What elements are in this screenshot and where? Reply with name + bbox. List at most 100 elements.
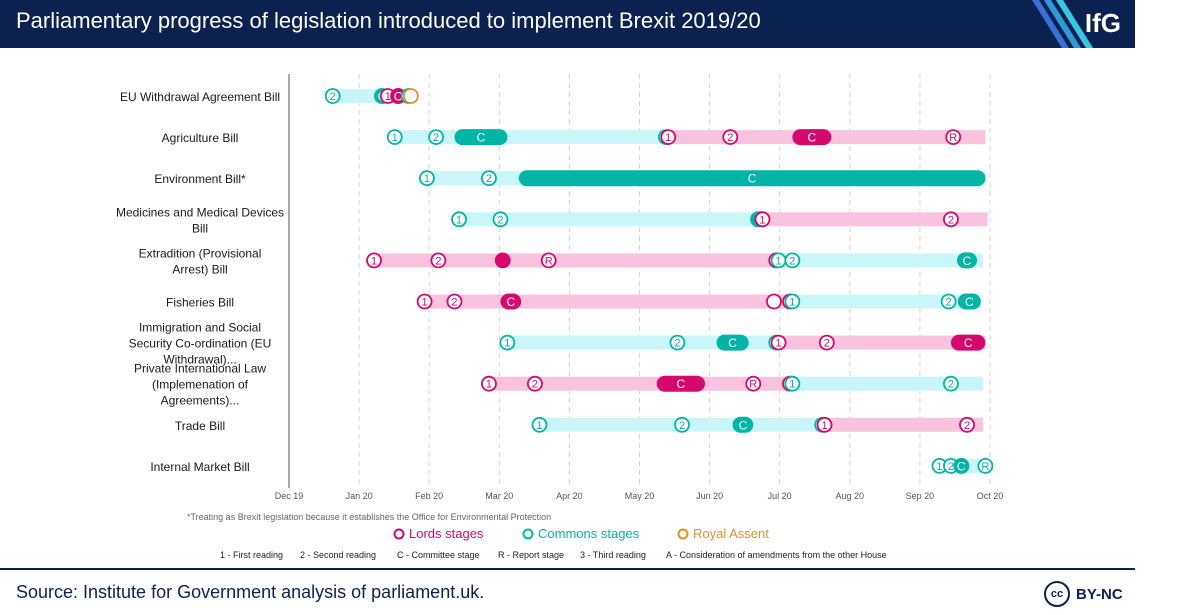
bill-label: Immigration and Social	[139, 321, 261, 335]
stage-label: C	[748, 172, 757, 186]
stage-label: 1	[789, 379, 795, 391]
stage-bar	[957, 252, 978, 269]
stage-bar	[656, 375, 706, 392]
stage-label: 2	[435, 255, 441, 267]
stage-marker	[492, 211, 509, 228]
stage-marker	[386, 129, 403, 145]
stage-label: 2	[948, 461, 954, 473]
bill-label: Private International Law	[134, 362, 266, 376]
stage-label: 2	[824, 338, 830, 350]
x-tick-label: Jan 20	[346, 491, 373, 501]
chart-footer: Source: Institute for Government analysi…	[0, 568, 1135, 615]
x-tick-label: May 20	[625, 491, 655, 501]
stage-label: R	[981, 461, 989, 473]
period-bar	[459, 212, 761, 227]
stage-label: 1	[665, 132, 671, 144]
license-badge: cc BY-NC	[1044, 580, 1123, 608]
legend-marker	[522, 528, 534, 540]
stage-label: C	[477, 131, 486, 145]
stage-label: 1	[775, 338, 781, 350]
x-tick-label: Jun 20	[696, 491, 723, 501]
stage-marker	[816, 416, 833, 433]
stage-label: 1	[371, 255, 377, 267]
stage-label: C	[677, 377, 686, 391]
stage-label: 2	[532, 379, 538, 391]
stage-label: 1	[936, 461, 942, 473]
stage-label: 1	[422, 297, 428, 309]
stage-marker	[745, 375, 762, 392]
stage-marker	[446, 293, 463, 310]
ifg-logo: IfG	[1028, 0, 1135, 48]
x-tick-label: Jul 20	[768, 491, 792, 501]
stage-label: 2	[964, 420, 970, 432]
key-item: 1 - First reading	[220, 550, 283, 560]
x-tick-label: Aug 20	[836, 491, 865, 501]
x-tick-label: Sep 20	[906, 491, 935, 501]
stage-label: 1	[504, 338, 510, 350]
legend-marker	[393, 528, 405, 540]
stage-marker	[324, 88, 341, 104]
stage-marker	[977, 457, 994, 474]
stage-marker	[416, 293, 433, 310]
stage-label: 1	[385, 91, 391, 103]
stage-marker	[451, 211, 467, 228]
stage-marker	[430, 252, 447, 269]
bill-label: (Implemenation of	[152, 378, 249, 392]
stage-marker	[722, 129, 739, 145]
legend-marker	[677, 528, 689, 540]
stage-marker	[402, 88, 419, 104]
stage-label: 1	[775, 255, 781, 267]
stage-label: 1	[486, 379, 492, 391]
stage-label: 2	[948, 379, 954, 391]
stage-label: C	[808, 131, 817, 145]
key-item: A - Consideration of amendments from the…	[666, 550, 887, 560]
stage-marker	[531, 416, 548, 433]
bill-label: Medicines and Medical Devices	[116, 205, 284, 219]
bill-label: Agreements)...	[161, 394, 240, 408]
stage-label: 1	[456, 214, 462, 226]
stage-label: R	[749, 379, 757, 391]
period-bar	[374, 253, 777, 268]
stage-marker	[770, 334, 787, 351]
stage-marker	[784, 252, 801, 269]
key-item: R - Report stage	[498, 550, 564, 560]
stage-label: 2	[948, 214, 954, 226]
stage-label: 2	[497, 214, 503, 226]
stage-label: 1	[821, 420, 827, 432]
stage-marker	[766, 293, 782, 310]
period-bar	[762, 212, 988, 227]
stage-label: 1	[392, 132, 398, 144]
x-tick-label: Oct 20	[977, 491, 1004, 501]
license-text: BY-NC	[1076, 585, 1123, 603]
stage-label: C	[965, 295, 974, 309]
key-item: 3 - Third reading	[580, 550, 646, 560]
stage-label: R	[949, 132, 957, 144]
stage-label: 2	[486, 173, 492, 185]
period-bar	[824, 417, 984, 432]
stage-label: 1	[789, 297, 795, 309]
stage-bar	[500, 293, 522, 310]
stage-label: 2	[330, 91, 336, 103]
stage-marker	[494, 252, 511, 269]
stage-marker	[481, 375, 497, 392]
bill-label: Security Co-ordination (EU	[129, 337, 272, 351]
creative-commons-icon: cc	[1044, 581, 1070, 607]
bill-label: Trade Bill	[175, 419, 225, 433]
x-tick-label: Apr 20	[556, 491, 583, 501]
stage-bar	[454, 129, 508, 146]
stage-label: 2	[451, 297, 457, 309]
stage-label: R	[545, 255, 553, 267]
stage-label: 2	[433, 132, 439, 144]
stage-marker	[499, 334, 516, 351]
stage-label: C	[739, 418, 748, 432]
stage-label: C	[957, 459, 966, 473]
stage-label: 2	[674, 338, 680, 350]
bill-label: Environment Bill*	[154, 172, 246, 186]
stage-marker	[540, 252, 557, 269]
stage-marker	[940, 293, 957, 310]
stage-bar	[953, 457, 970, 474]
logo-stripes	[1031, 0, 1094, 48]
stage-label: 1	[759, 214, 765, 226]
stage-label: 1	[536, 420, 542, 432]
stage-bar	[950, 334, 986, 351]
